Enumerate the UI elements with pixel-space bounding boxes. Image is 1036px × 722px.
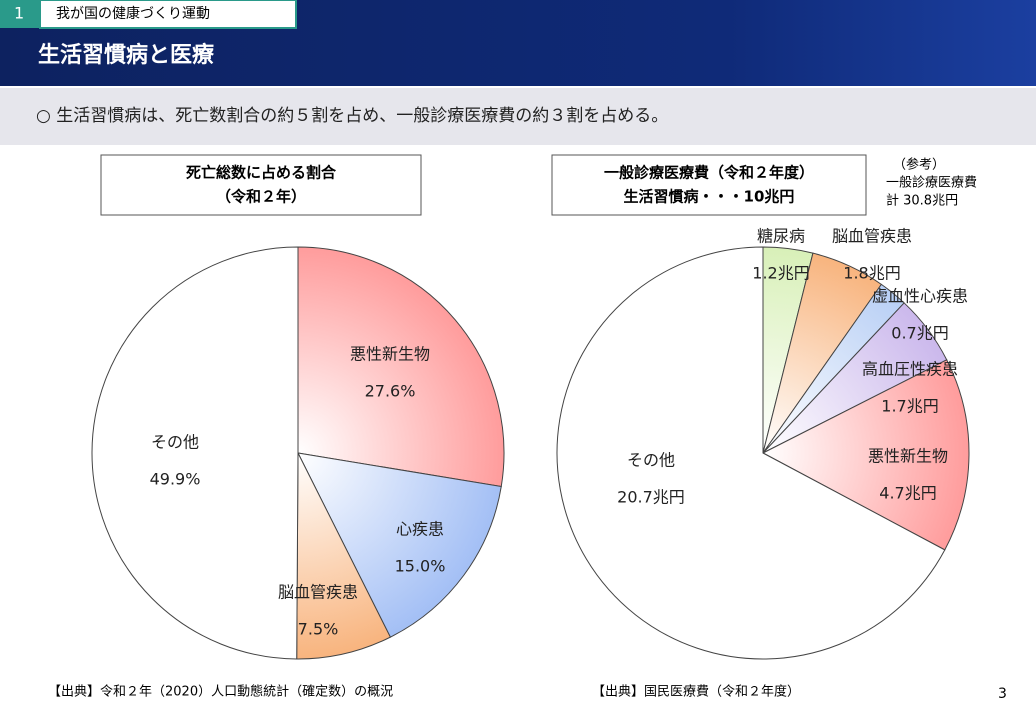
value-label: 4.7兆円 bbox=[879, 484, 936, 503]
slice-label: 悪性新生物 bbox=[868, 447, 948, 466]
chart-title: 死亡総数に占める割合 bbox=[186, 164, 337, 182]
value-label: 1.2兆円 bbox=[752, 264, 809, 283]
slice-label: 心疾患 bbox=[396, 520, 444, 539]
slice-label: 脳血管疾患 bbox=[832, 227, 912, 246]
value-label: 1.7兆円 bbox=[881, 397, 938, 416]
source: 【出典】令和２年（2020）人口動態統計（確定数）の概況 bbox=[48, 684, 393, 700]
slice-label: 脳血管疾患 bbox=[278, 583, 358, 602]
note: 一般診療医療費 bbox=[886, 175, 977, 191]
summary: ○ 生活習慣病は、死亡数割合の約５割を占め、一般診療医療費の約３割を占める。 bbox=[36, 106, 668, 126]
value-label: 0.7兆円 bbox=[891, 324, 948, 343]
chart-title-box bbox=[551, 154, 867, 216]
slice-label: 虚血性心疾患 bbox=[872, 287, 968, 306]
value-label: 1.8兆円 bbox=[843, 264, 900, 283]
page-title: 生活習慣病と医療 bbox=[38, 42, 214, 68]
value-label: 15.0% bbox=[395, 557, 446, 576]
chart-title-box bbox=[100, 154, 422, 216]
section-box bbox=[39, 0, 297, 29]
slice-label: 糖尿病 bbox=[757, 227, 805, 246]
slice-label: 高血圧性疾患 bbox=[862, 360, 958, 379]
value-label: 20.7兆円 bbox=[617, 488, 685, 507]
summary-band bbox=[0, 88, 1036, 145]
pie-slice bbox=[761, 359, 970, 551]
slice-label: 悪性新生物 bbox=[350, 345, 430, 364]
value-label: 7.5% bbox=[298, 620, 339, 639]
value-label: 49.9% bbox=[150, 470, 201, 489]
chart-subtitle: （令和２年） bbox=[216, 188, 306, 206]
page-number: 3 bbox=[998, 686, 1007, 702]
section-tag bbox=[0, 0, 40, 28]
pie-slice bbox=[91, 246, 299, 660]
section-title: 我が国の健康づくり運動 bbox=[56, 5, 210, 22]
chart-title: 一般診療医療費（令和２年度） bbox=[604, 164, 814, 182]
note: （参考） bbox=[893, 157, 945, 173]
pie-slice bbox=[296, 452, 392, 660]
slice-label: その他 bbox=[151, 433, 199, 452]
section-number: 1 bbox=[14, 4, 24, 23]
source: 【出典】国民医療費（令和２年度） bbox=[592, 684, 800, 700]
chart-subtitle: 生活習慣病・・・10兆円 bbox=[624, 188, 795, 206]
pie-slice bbox=[297, 246, 505, 488]
note: 計 30.8兆円 bbox=[886, 193, 958, 209]
value-label: 27.6% bbox=[365, 382, 416, 401]
slice-label: その他 bbox=[627, 451, 675, 470]
pie-slice bbox=[556, 246, 946, 660]
pie-slice bbox=[297, 452, 502, 638]
